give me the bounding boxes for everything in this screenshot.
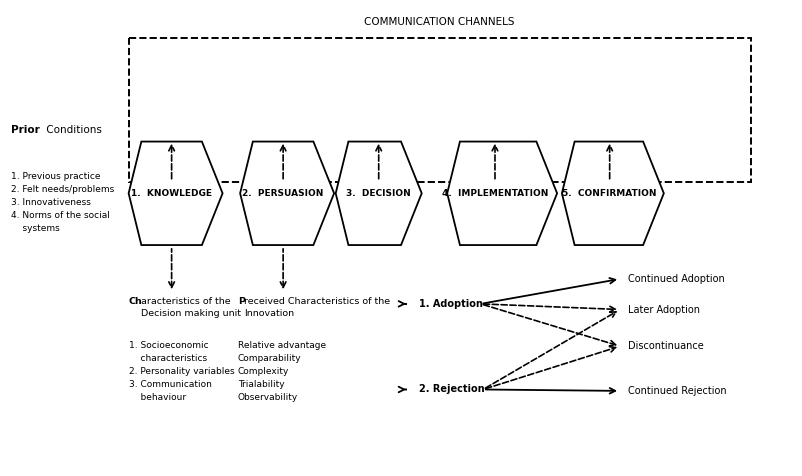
Text: Continued Rejection: Continued Rejection — [628, 386, 727, 396]
Text: Later Adoption: Later Adoption — [628, 305, 700, 315]
Text: P: P — [237, 297, 245, 306]
Text: 4.  IMPLEMENTATION: 4. IMPLEMENTATION — [442, 189, 549, 198]
Text: 1. Socioeconomic
    characteristics
2. Personality variables
3. Communication
 : 1. Socioeconomic characteristics 2. Pers… — [128, 341, 234, 402]
Text: received Characteristics of the
Innovation: received Characteristics of the Innovati… — [244, 297, 391, 318]
Text: Conditions: Conditions — [43, 125, 102, 135]
Polygon shape — [128, 141, 223, 245]
Text: 2. Rejection: 2. Rejection — [419, 385, 484, 395]
Text: Continued Adoption: Continued Adoption — [628, 274, 725, 284]
Polygon shape — [240, 141, 334, 245]
Text: Relative advantage
Comparability
Complexity
Trialability
Observability: Relative advantage Comparability Complex… — [237, 341, 326, 402]
Polygon shape — [448, 141, 557, 245]
Text: 1. Adoption: 1. Adoption — [419, 299, 482, 309]
Text: 5.  CONFIRMATION: 5. CONFIRMATION — [562, 189, 657, 198]
Text: 2.  PERSUASION: 2. PERSUASION — [242, 189, 324, 198]
Text: Prior: Prior — [10, 125, 39, 135]
Text: Ch: Ch — [128, 297, 143, 306]
Text: Discontinuance: Discontinuance — [628, 341, 703, 351]
Polygon shape — [562, 141, 664, 245]
Text: 1.  KNOWLEDGE: 1. KNOWLEDGE — [131, 189, 212, 198]
Text: 1. Previous practice
2. Felt needs/problems
3. Innovativeness
4. Norms of the so: 1. Previous practice 2. Felt needs/probl… — [10, 172, 114, 233]
Text: aracteristics of the
Decision making unit: aracteristics of the Decision making uni… — [141, 297, 241, 318]
Text: 3.  DECISION: 3. DECISION — [346, 189, 411, 198]
Text: COMMUNICATION CHANNELS: COMMUNICATION CHANNELS — [364, 17, 514, 27]
Polygon shape — [336, 141, 422, 245]
